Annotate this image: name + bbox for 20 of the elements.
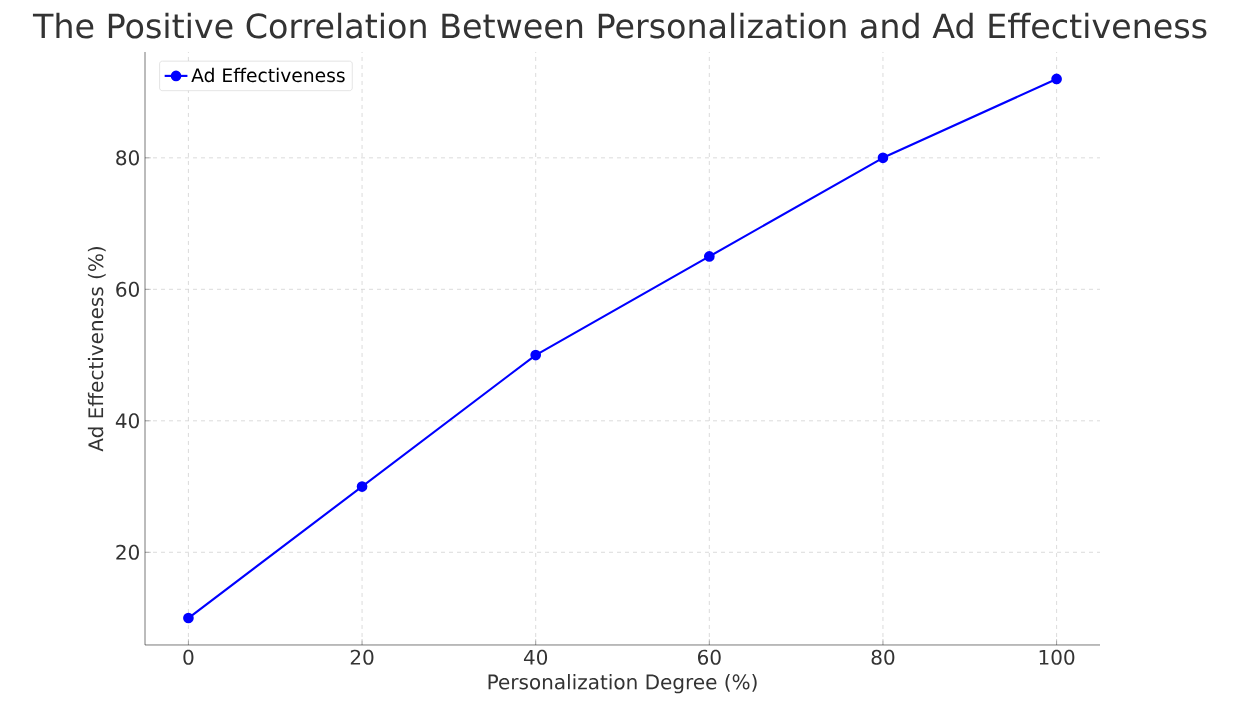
x-tick-label: 60: [698, 649, 721, 665]
y-tick-label: 20: [116, 544, 139, 560]
x-axis-title: Personalization Degree (%): [488, 673, 757, 694]
y-tick-label: 80: [116, 150, 139, 166]
legend-label: Ad Effectiveness: [191, 67, 345, 83]
point: [183, 612, 194, 624]
x-tick-label: 80: [871, 649, 895, 665]
x-tick-label: 0: [183, 649, 194, 665]
x-tick-label: 100: [1039, 649, 1075, 665]
point: [530, 349, 542, 361]
point: [1051, 73, 1062, 85]
x-tick-label: 20: [350, 649, 374, 665]
chart-title: The Positive Correlation Between Personalization and Ad Effectiveness: [32, 12, 1207, 39]
point: [877, 152, 889, 164]
y-tick-label: 60: [116, 281, 139, 297]
point: [356, 481, 368, 492]
y-axis-title: Ad Effectiveness (%): [87, 247, 106, 452]
x-tick-label: 40: [523, 649, 548, 665]
point: [703, 251, 715, 262]
y-tick-label: 40: [115, 413, 139, 429]
